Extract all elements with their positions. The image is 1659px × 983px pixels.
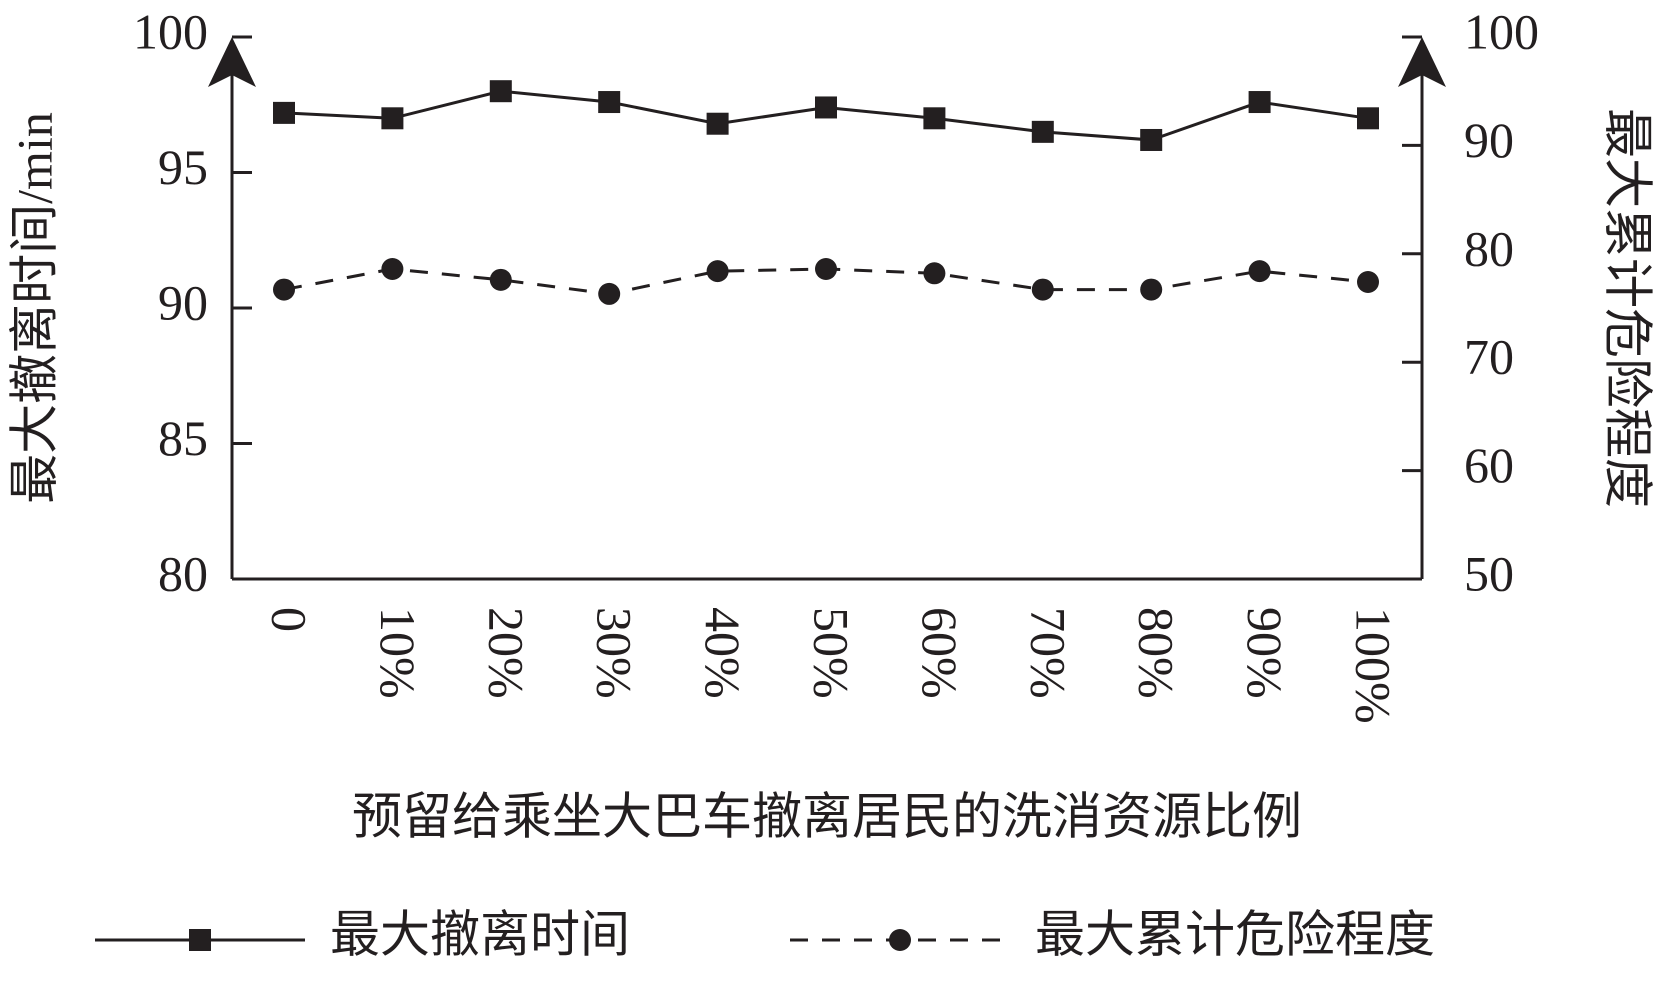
data-point xyxy=(598,282,621,305)
x-tick-label: 40% xyxy=(695,607,751,699)
data-point xyxy=(381,107,404,130)
y2-tick-label: 90 xyxy=(1464,112,1514,168)
legend-label: 最大累计危险程度 xyxy=(1035,906,1435,962)
legend-marker xyxy=(889,929,911,951)
y2-tick-label: 80 xyxy=(1464,220,1514,276)
data-point xyxy=(598,91,621,114)
data-point xyxy=(1357,270,1379,293)
data-point xyxy=(706,112,729,135)
data-point xyxy=(381,257,404,280)
y2-axis-title: 最大累计危险程度 xyxy=(1600,108,1656,508)
x-tick-label: 70% xyxy=(1020,607,1076,699)
data-point xyxy=(923,107,946,130)
data-point xyxy=(489,268,512,291)
data-point xyxy=(489,80,512,103)
data-point xyxy=(815,96,837,119)
data-point xyxy=(1248,91,1271,114)
y2-axis-arrow xyxy=(1398,37,1446,87)
x-tick-label: 0 xyxy=(262,607,318,632)
x-tick-label: 90% xyxy=(1237,607,1293,699)
y2-tick-label: 60 xyxy=(1464,437,1514,493)
data-point xyxy=(273,101,295,124)
data-point xyxy=(273,278,295,301)
x-axis-title: 预留给乘坐大巴车撤离居民的洗消资源比例 xyxy=(352,788,1302,844)
y-tick-label: 95 xyxy=(158,139,208,195)
y-tick-label: 85 xyxy=(158,410,208,466)
x-tick-label: 10% xyxy=(370,607,426,699)
x-tick-label: 20% xyxy=(478,607,534,699)
data-point xyxy=(1248,260,1271,283)
legend-marker xyxy=(189,929,211,951)
y2-tick-label: 70 xyxy=(1464,329,1514,385)
y-axis-arrow xyxy=(208,37,256,87)
data-point xyxy=(1140,128,1163,151)
x-tick-label: 80% xyxy=(1129,607,1185,699)
x-tick-label: 30% xyxy=(587,607,643,699)
data-point xyxy=(923,262,946,285)
y2-tick-label: 100 xyxy=(1464,3,1539,59)
y-tick-label: 90 xyxy=(158,274,208,330)
data-point xyxy=(706,260,729,283)
x-tick-label: 100% xyxy=(1346,607,1402,724)
y2-tick-label: 50 xyxy=(1464,545,1514,601)
data-point xyxy=(1031,120,1054,143)
data-point xyxy=(1031,278,1054,301)
y-axis-title: 最大撤离时间/min xyxy=(6,112,62,504)
x-tick-label: 50% xyxy=(804,607,860,699)
y-tick-label: 100 xyxy=(133,3,208,59)
legend-label: 最大撤离时间 xyxy=(330,906,630,962)
data-point xyxy=(1357,107,1379,130)
data-point xyxy=(815,257,837,280)
data-point xyxy=(1140,278,1163,301)
x-tick-label: 60% xyxy=(912,607,968,699)
y-tick-label: 80 xyxy=(158,545,208,601)
